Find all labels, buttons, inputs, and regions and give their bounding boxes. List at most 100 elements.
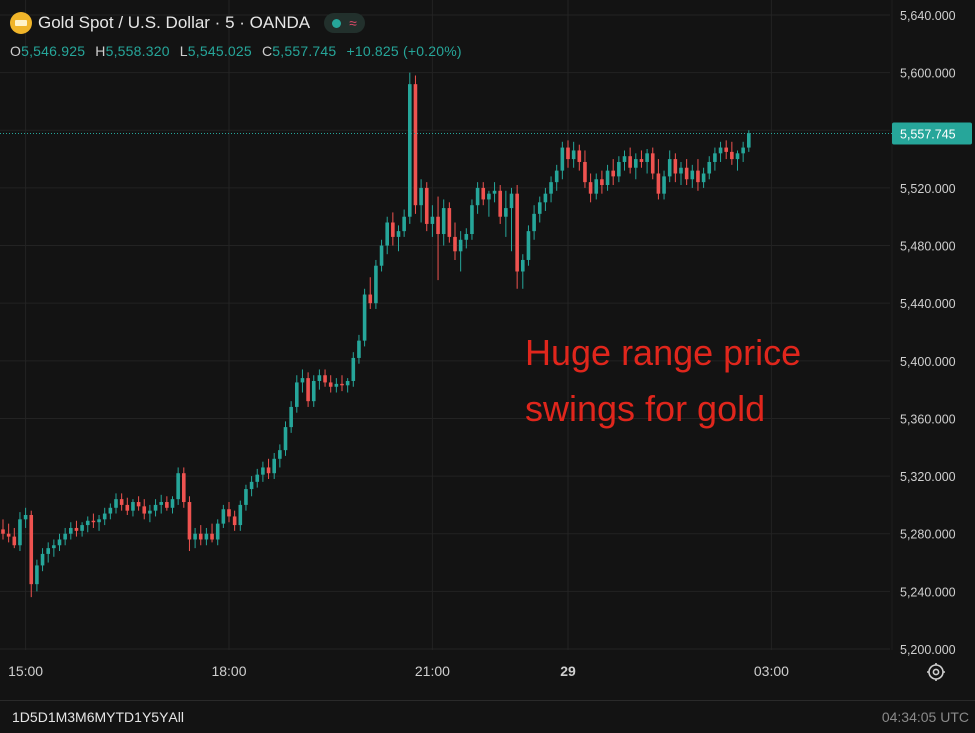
candle-body <box>487 193 491 200</box>
utc-clock[interactable]: 04:34:05 UTC <box>881 709 969 725</box>
candle <box>52 539 56 557</box>
close-key: C <box>261 43 273 59</box>
candle-body <box>447 208 452 237</box>
candle-body <box>232 516 237 526</box>
candle-body <box>650 153 655 174</box>
candle <box>159 494 163 514</box>
candle <box>57 533 62 552</box>
range-5y[interactable]: 5Y <box>151 709 169 725</box>
candle-body <box>622 156 627 162</box>
candle <box>470 199 474 240</box>
candle <box>549 176 553 203</box>
candle-body <box>470 205 474 235</box>
gear-icon[interactable] <box>925 661 947 683</box>
y-tick-label: 5,600.000 <box>900 67 956 81</box>
candle <box>537 196 542 223</box>
candle <box>532 205 536 240</box>
candle-body <box>40 553 45 566</box>
candle-body <box>594 179 599 194</box>
candle-body <box>481 187 486 200</box>
status-pill[interactable]: ≈ <box>324 13 365 33</box>
candle <box>153 499 158 517</box>
candle <box>430 205 435 237</box>
y-tick-label: 5,280.000 <box>900 528 956 542</box>
candle-body <box>6 533 11 537</box>
candle <box>345 378 350 393</box>
candle-body <box>165 502 169 508</box>
candle-body <box>323 375 327 383</box>
candle <box>408 72 412 224</box>
candle-body <box>475 187 480 206</box>
candle-body <box>611 170 615 177</box>
range-6m[interactable]: 6M <box>86 709 107 725</box>
candle <box>374 259 378 309</box>
range-5d[interactable]: 5D <box>29 709 48 725</box>
candle-body <box>221 509 226 524</box>
candle-body <box>266 467 271 474</box>
candle-body <box>289 406 293 428</box>
candle-body <box>458 239 463 252</box>
range-1d[interactable]: 1D <box>12 709 30 725</box>
range-1y[interactable]: 1Y <box>134 709 152 725</box>
candle <box>114 493 118 514</box>
candle <box>605 164 610 191</box>
low-key: L <box>179 43 188 59</box>
candle-body <box>18 519 22 546</box>
candle-body <box>272 458 276 474</box>
candle <box>142 499 147 520</box>
candle <box>673 153 678 183</box>
candle <box>424 182 429 232</box>
candle-body <box>108 507 113 514</box>
candle-body <box>707 161 712 174</box>
candle-body <box>379 245 384 266</box>
candle-body <box>57 539 62 546</box>
candle-body <box>12 536 17 546</box>
candle-body <box>684 167 689 180</box>
candle-body <box>136 502 141 507</box>
candle-body <box>492 190 497 194</box>
candle-body <box>453 236 457 252</box>
range-1m[interactable]: 1M <box>47 709 68 725</box>
ohlc-readout: O5,546.925 H5,558.320 L5,545.025 C5,557.… <box>10 43 468 59</box>
y-tick-label: 5,520.000 <box>900 182 956 196</box>
y-tick-label: 5,200.000 <box>900 643 956 657</box>
candle <box>46 542 50 563</box>
candle <box>249 476 254 497</box>
candle-body <box>543 193 548 203</box>
candle-body <box>419 187 423 206</box>
candle-body <box>521 259 525 272</box>
candle-body <box>357 340 361 358</box>
candle-body <box>170 499 175 508</box>
candle <box>667 150 672 183</box>
high-key: H <box>95 43 106 59</box>
candle <box>91 513 96 528</box>
candle-body <box>340 383 344 386</box>
open-key: O <box>10 43 22 59</box>
candle <box>713 147 717 171</box>
candle-body <box>396 231 401 237</box>
candle <box>328 375 333 393</box>
range-ytd[interactable]: YTD <box>106 709 135 725</box>
symbol-title[interactable]: Gold Spot / U.S. Dollar · 5 · OANDA <box>38 13 311 32</box>
range-3m[interactable]: 3M <box>67 709 87 725</box>
candle <box>69 522 73 540</box>
candle-body <box>238 504 243 526</box>
candle-body <box>747 133 751 148</box>
candle <box>441 199 446 246</box>
candle-body <box>334 383 339 387</box>
x-tick-label: 18:00 <box>211 663 246 679</box>
candle <box>6 523 11 543</box>
candle <box>419 179 423 223</box>
range-all[interactable]: All <box>168 709 184 725</box>
gold-bar-icon <box>10 12 32 34</box>
candle <box>125 497 130 515</box>
candle-body <box>119 499 124 505</box>
candles <box>1 72 751 598</box>
candle-body <box>430 216 435 224</box>
candle <box>577 144 582 171</box>
x-tick-label: 03:00 <box>754 663 789 679</box>
candle <box>80 522 84 537</box>
candle <box>357 334 361 364</box>
price-chart[interactable]: 5,200.000 5,240.000 5,280.000 5,320.000 5,36… <box>0 0 975 700</box>
candle <box>684 159 689 186</box>
